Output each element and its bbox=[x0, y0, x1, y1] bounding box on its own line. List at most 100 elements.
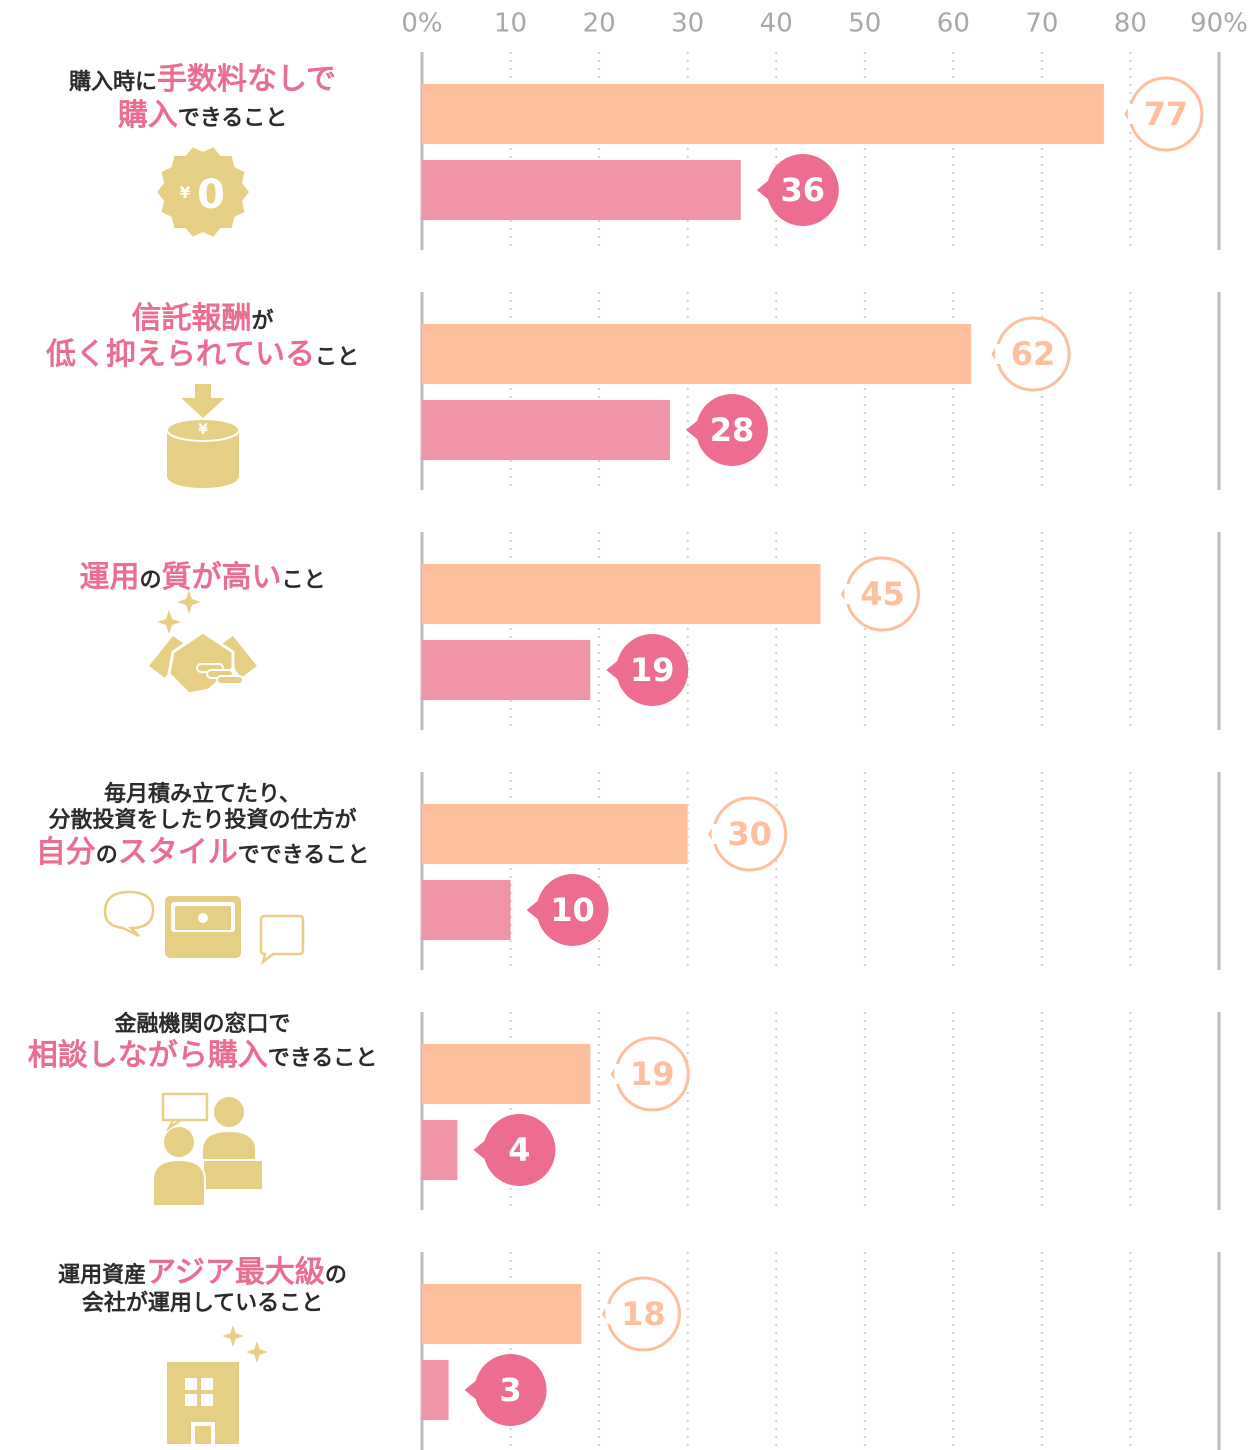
category-label-text: 金融機関の窓口で bbox=[114, 1012, 291, 1037]
bubble-join bbox=[844, 584, 853, 604]
data-label-bubble-outline: 30 bbox=[708, 796, 788, 872]
data-label-bubble: 36 bbox=[756, 154, 839, 226]
bar-value-label: 19 bbox=[630, 1055, 675, 1093]
bar-value-label: 30 bbox=[727, 815, 772, 853]
bubble-join bbox=[711, 824, 720, 844]
category-label-text: 会社が運用していること bbox=[81, 1291, 324, 1316]
category-label: 金融機関の窓口で 相談しながら購入できること bbox=[0, 1012, 405, 1074]
category-label-highlight: アジア最大級 bbox=[146, 1255, 325, 1290]
category-label-line: 毎月積み立てたり、 bbox=[0, 782, 405, 808]
x-tick-label: 60 bbox=[937, 9, 970, 39]
bar-value-label: 4 bbox=[508, 1131, 530, 1169]
bubble-circle bbox=[695, 394, 768, 466]
category-label-text: 購入時に bbox=[68, 70, 157, 95]
category-label-text: できること bbox=[177, 106, 288, 131]
category-label-highlight: スタイル bbox=[117, 834, 238, 870]
category-label-highlight: 手数料なしで bbox=[156, 62, 337, 97]
bar-series-1 bbox=[422, 84, 1104, 144]
category-label: 毎月積み立てたり、 分散投資をしたり投資の仕方が 自分のスタイルでできること bbox=[0, 782, 405, 871]
category-label-text: 毎月積み立てたり、 bbox=[103, 782, 302, 807]
x-tick-label: 80 bbox=[1114, 9, 1147, 39]
bubble-join bbox=[1127, 104, 1136, 124]
bar-series-2 bbox=[422, 400, 670, 460]
bar-series-2 bbox=[422, 880, 511, 940]
category-label: 運用の質が高いこと bbox=[0, 560, 405, 596]
bar-value-label: 45 bbox=[860, 575, 905, 613]
x-tick-label: 50 bbox=[848, 9, 881, 39]
bar-series-2 bbox=[422, 640, 591, 700]
x-tick-label: 20 bbox=[583, 9, 616, 39]
category-label-text: の bbox=[324, 1263, 347, 1288]
bar-value-label: 3 bbox=[499, 1371, 521, 1409]
category-label-line: 信託報酬が bbox=[0, 301, 405, 337]
data-label-bubble: 4 bbox=[473, 1114, 556, 1186]
category-label-text: の bbox=[95, 842, 118, 868]
x-tick-label: 10 bbox=[494, 9, 527, 39]
bar-series-2 bbox=[422, 1360, 449, 1420]
x-tick-label: 90% bbox=[1190, 9, 1248, 39]
bubble-circle bbox=[483, 1114, 556, 1186]
bubble-circle bbox=[474, 1354, 547, 1426]
category-label-highlight: 信託報酬 bbox=[131, 301, 252, 336]
bar-series-1 bbox=[422, 1284, 582, 1344]
category-label: 購入時に手数料なしで 購入できること bbox=[0, 62, 405, 134]
category-label-text: できること bbox=[267, 1046, 378, 1072]
data-label-bubble: 19 bbox=[606, 634, 689, 706]
category-label: 信託報酬が 低く抑えられていること bbox=[0, 301, 405, 373]
x-tick-label: 30 bbox=[671, 9, 704, 39]
category-label-line: 相談しながら購入できること bbox=[0, 1038, 405, 1074]
consultation-people-icon bbox=[152, 1092, 264, 1207]
category-label-line: 金融機関の窓口で bbox=[0, 1012, 405, 1038]
category-label-line: 運用の質が高いこと bbox=[0, 560, 405, 596]
bar-value-label: 18 bbox=[621, 1295, 666, 1333]
coin-stack-down-arrow-icon: ¥ bbox=[166, 384, 240, 490]
category-label-text: 分散投資をしたり投資の仕方が bbox=[48, 808, 357, 834]
handshake-icon bbox=[149, 590, 257, 696]
bubble-join bbox=[605, 1304, 614, 1324]
category-label-text: こと bbox=[315, 345, 360, 370]
x-tick-label: 0% bbox=[401, 9, 442, 39]
data-label-bubble-outline: 77 bbox=[1124, 76, 1204, 152]
data-label-bubble-outline: 62 bbox=[991, 316, 1071, 392]
bubble-circle bbox=[616, 634, 689, 706]
bar-series-1 bbox=[422, 564, 821, 624]
bubble-circle bbox=[536, 874, 609, 946]
category-label-highlight: 運用 bbox=[79, 560, 140, 595]
category-label-line: 自分のスタイルでできること bbox=[0, 835, 405, 871]
category-label-highlight: 質が高い bbox=[161, 560, 282, 595]
bar-series-1 bbox=[422, 804, 688, 864]
bubble-join bbox=[995, 344, 1004, 364]
category-label: 運用資産アジア最大級の 会社が運用していること bbox=[0, 1255, 405, 1317]
category-label-highlight: 自分 bbox=[35, 834, 96, 870]
category-label-text: でできること bbox=[237, 842, 370, 868]
category-label-line: 分散投資をしたり投資の仕方が bbox=[0, 808, 405, 834]
bar-series-2 bbox=[422, 160, 741, 220]
bar-value-label: 62 bbox=[1011, 335, 1056, 373]
category-label-text: が bbox=[251, 309, 274, 334]
x-tick-label: 40 bbox=[760, 9, 793, 39]
svg-text:¥: ¥ bbox=[179, 183, 190, 202]
category-label-highlight: 購入 bbox=[117, 98, 178, 133]
yen-zero-badge-icon: ¥0 bbox=[157, 147, 249, 237]
bar-series-1 bbox=[422, 1044, 591, 1104]
bar-series-1 bbox=[422, 324, 972, 384]
data-label-bubble-outline: 19 bbox=[610, 1036, 690, 1112]
category-label-line: 購入できること bbox=[0, 98, 405, 134]
category-label-highlight: 相談しながら購入 bbox=[27, 1038, 268, 1074]
data-label-bubble-outline: 45 bbox=[841, 556, 920, 632]
bar-value-label: 19 bbox=[630, 651, 675, 689]
data-label-bubble: 10 bbox=[526, 874, 609, 946]
svg-text:0: 0 bbox=[197, 172, 225, 218]
category-label-line: 低く抑えられていること bbox=[0, 337, 405, 373]
svg-text:¥: ¥ bbox=[198, 422, 208, 438]
category-label-highlight: 低く抑えられている bbox=[45, 337, 316, 372]
bar-series-2 bbox=[422, 1120, 458, 1180]
wallet-speech-bubbles-icon bbox=[103, 890, 305, 966]
bar-value-label: 28 bbox=[710, 411, 755, 449]
bubble-circle bbox=[766, 154, 839, 226]
data-label-bubble: 3 bbox=[464, 1354, 547, 1426]
category-label-text: 運用資産 bbox=[58, 1263, 147, 1288]
category-label-line: 運用資産アジア最大級の bbox=[0, 1255, 405, 1291]
bar-value-label: 77 bbox=[1144, 95, 1189, 133]
